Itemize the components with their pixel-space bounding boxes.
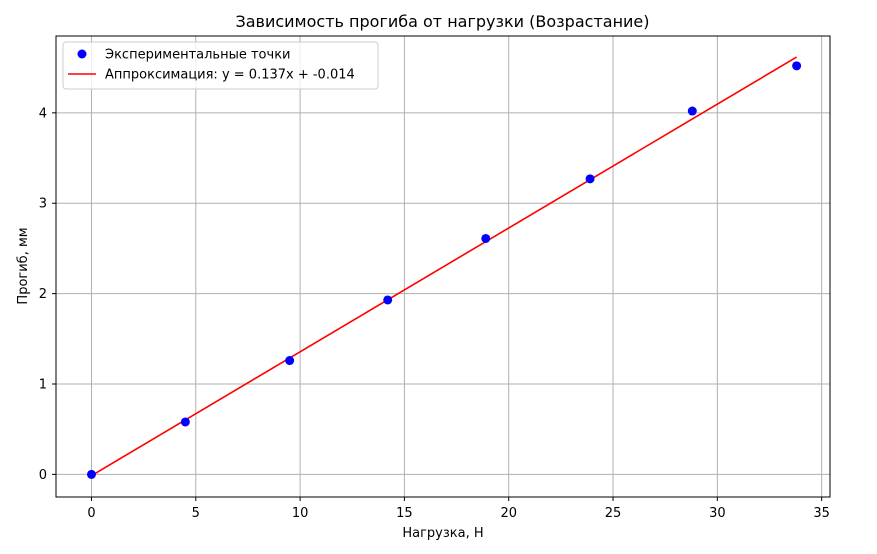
x-tick-label: 15	[396, 506, 413, 521]
x-tick-label: 5	[192, 506, 200, 521]
data-points-group	[86, 61, 802, 479]
data-point	[792, 61, 802, 71]
data-point	[481, 233, 491, 243]
fit-line-group	[91, 56, 798, 477]
y-tick-label: 3	[39, 197, 47, 212]
x-tick-label: 10	[292, 506, 309, 521]
y-axis-ticks: 0 1 2 3 4	[39, 106, 56, 483]
x-axis-ticks: 0 5 10 15 20 25 30 35	[87, 497, 830, 521]
legend-box	[62, 41, 379, 90]
y-tick-label: 1	[39, 378, 47, 393]
chart-title: Зависимость прогиба от нагрузки (Возраст…	[235, 12, 649, 31]
plot-frame	[55, 35, 831, 498]
y-axis-label: Прогиб, мм	[16, 227, 31, 304]
data-point	[687, 106, 697, 116]
data-point	[383, 295, 393, 305]
legend-label-fit: Аппроксимация: y = 0.137x + -0.014	[105, 68, 355, 83]
legend-marker-points	[77, 49, 87, 59]
x-tick-label: 25	[605, 506, 622, 521]
data-point	[180, 417, 190, 427]
fit-line	[91, 56, 798, 477]
x-tick-label: 30	[709, 506, 726, 521]
data-point	[86, 469, 96, 479]
x-tick-label: 35	[813, 506, 830, 521]
y-tick-label: 4	[39, 106, 47, 121]
grid	[56, 36, 830, 497]
y-tick-label: 2	[39, 287, 47, 302]
x-tick-label: 20	[500, 506, 517, 521]
y-tick-label: 0	[39, 468, 47, 483]
x-tick-label: 0	[87, 506, 95, 521]
legend-label-points: Экспериментальные точки	[105, 48, 291, 63]
x-axis-label: Нагрузка, Н	[402, 526, 483, 541]
data-point	[585, 174, 595, 184]
data-point	[285, 356, 295, 366]
legend: Экспериментальные точки Аппроксимация: y…	[62, 41, 379, 90]
